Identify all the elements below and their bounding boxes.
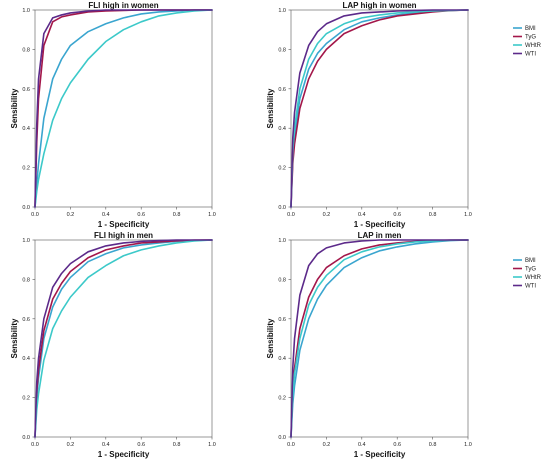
y-tick-label: 0.4 [278, 356, 286, 362]
series-line-wti [34, 9, 213, 208]
y-axis-label: Sensibility [10, 88, 19, 129]
plot-frame [290, 239, 469, 438]
series-line-whtr [34, 9, 213, 208]
x-tick-label: 1.0 [208, 212, 216, 218]
legend-label-bmi: BMI [525, 258, 536, 264]
series-line-tyg [34, 9, 213, 208]
y-tick-label: 0.0 [278, 205, 286, 211]
y-tick-label: 0.6 [22, 87, 30, 93]
x-tick-label: 0.2 [67, 442, 75, 448]
roc-panel-3: FLI high in men 0.00.0 0.2 0.2 0.4 0.4 0.6 0.6 0… [10, 231, 216, 459]
y-axis-label: Sensibility [10, 318, 19, 359]
y-tick-label: 0.4 [278, 126, 286, 132]
y-tick-label: 0.8 [278, 47, 286, 53]
x-tick-label: 0.6 [393, 442, 401, 448]
series-line-tyg [290, 9, 469, 208]
series-line-tyg [34, 239, 213, 438]
x-tick-label: 0.2 [323, 442, 331, 448]
x-tick-label: 1.0 [464, 212, 472, 218]
x-axis-label: 1 - Specificity [98, 450, 150, 459]
x-axis-label: 1 - Specificity [98, 220, 150, 229]
series-line-wti [34, 239, 213, 438]
y-tick-label: 0.6 [22, 317, 30, 323]
x-tick-label: 0.2 [323, 212, 331, 218]
series-line-tyg [290, 239, 469, 438]
x-tick-label: 0.6 [137, 442, 145, 448]
x-tick-label: 1.0 [208, 442, 216, 448]
y-tick-label: 0.4 [22, 356, 30, 362]
x-tick-label: 1.0 [464, 442, 472, 448]
x-tick-label: 0.0 [287, 212, 295, 218]
chart-title: FLI high in men [94, 231, 153, 240]
y-tick-label: 0.8 [278, 277, 286, 283]
y-tick-label: 1.0 [278, 238, 286, 244]
x-tick-label: 0.4 [358, 442, 366, 448]
x-tick-label: 0.8 [173, 212, 181, 218]
y-tick-label: 1.0 [22, 8, 30, 14]
y-tick-label: 0.8 [22, 277, 30, 283]
legend: BMI TyG WHtR WTI [513, 26, 542, 58]
legend-label-wti: WTI [525, 52, 536, 58]
series-line-wti [290, 9, 469, 208]
legend-label-whtr: WHtR [525, 275, 542, 281]
y-tick-label: 0.0 [22, 205, 30, 211]
plot-frame [34, 9, 213, 208]
x-axis-label: 1 - Specificity [354, 450, 406, 459]
x-tick-label: 0.4 [358, 212, 366, 218]
y-tick-label: 0.6 [278, 317, 286, 323]
series-line-wti [290, 239, 469, 438]
x-tick-label: 0.2 [67, 212, 75, 218]
legend: BMI TyG WHtR WTI [513, 258, 542, 290]
y-tick-label: 0.2 [22, 396, 30, 402]
series-line-bmi [290, 239, 469, 438]
x-tick-label: 0.8 [429, 442, 437, 448]
x-tick-label: 0.0 [287, 442, 295, 448]
x-tick-label: 0.6 [137, 212, 145, 218]
y-tick-label: 0.4 [22, 126, 30, 132]
series-line-bmi [34, 9, 213, 208]
series-line-whtr [34, 239, 213, 438]
x-tick-label: 0.8 [429, 212, 437, 218]
legend-label-wti: WTI [525, 284, 536, 290]
y-tick-label: 1.0 [22, 238, 30, 244]
x-tick-label: 0.8 [173, 442, 181, 448]
y-axis-label: Sensibility [266, 318, 275, 359]
x-tick-label: 0.4 [102, 442, 110, 448]
roc-panel-4: LAP in men 0.00.0 0.2 0.2 0.4 0.4 0.6 0.6 0.8 0.8… [266, 231, 542, 459]
y-tick-label: 0.0 [278, 435, 286, 441]
x-tick-label: 0.0 [31, 212, 39, 218]
plot-frame [290, 9, 469, 208]
y-tick-label: 0.8 [22, 47, 30, 53]
chart-title: FLI high in women [88, 1, 158, 10]
x-tick-label: 0.6 [393, 212, 401, 218]
y-tick-label: 1.0 [278, 8, 286, 14]
series-line-bmi [290, 9, 469, 208]
series-line-whtr [290, 239, 469, 438]
legend-label-tyg: TyG [525, 35, 536, 41]
series-line-bmi [34, 239, 213, 438]
y-tick-label: 0.2 [278, 166, 286, 172]
roc-panel-1: FLI high in women 0.00.0 0.2 0.2 0.4 0.4 0.6 0.… [10, 1, 216, 229]
legend-label-bmi: BMI [525, 26, 536, 32]
legend-label-tyg: TyG [525, 267, 536, 273]
y-axis-label: Sensibility [266, 88, 275, 129]
series-line-whtr [290, 9, 469, 208]
roc-panel-2: LAP high in women 0.00.0 0.2 0.2 0.4 0.4 0.6 0.… [266, 1, 542, 229]
plot-frame [34, 239, 213, 438]
legend-label-whtr: WHtR [525, 43, 542, 49]
x-tick-label: 0.4 [102, 212, 110, 218]
x-tick-label: 0.0 [31, 442, 39, 448]
y-tick-label: 0.2 [22, 166, 30, 172]
chart-title: LAP high in women [342, 1, 416, 10]
y-tick-label: 0.0 [22, 435, 30, 441]
chart-title: LAP in men [358, 231, 402, 240]
y-tick-label: 0.2 [278, 396, 286, 402]
y-tick-label: 0.6 [278, 87, 286, 93]
x-axis-label: 1 - Specificity [354, 220, 406, 229]
